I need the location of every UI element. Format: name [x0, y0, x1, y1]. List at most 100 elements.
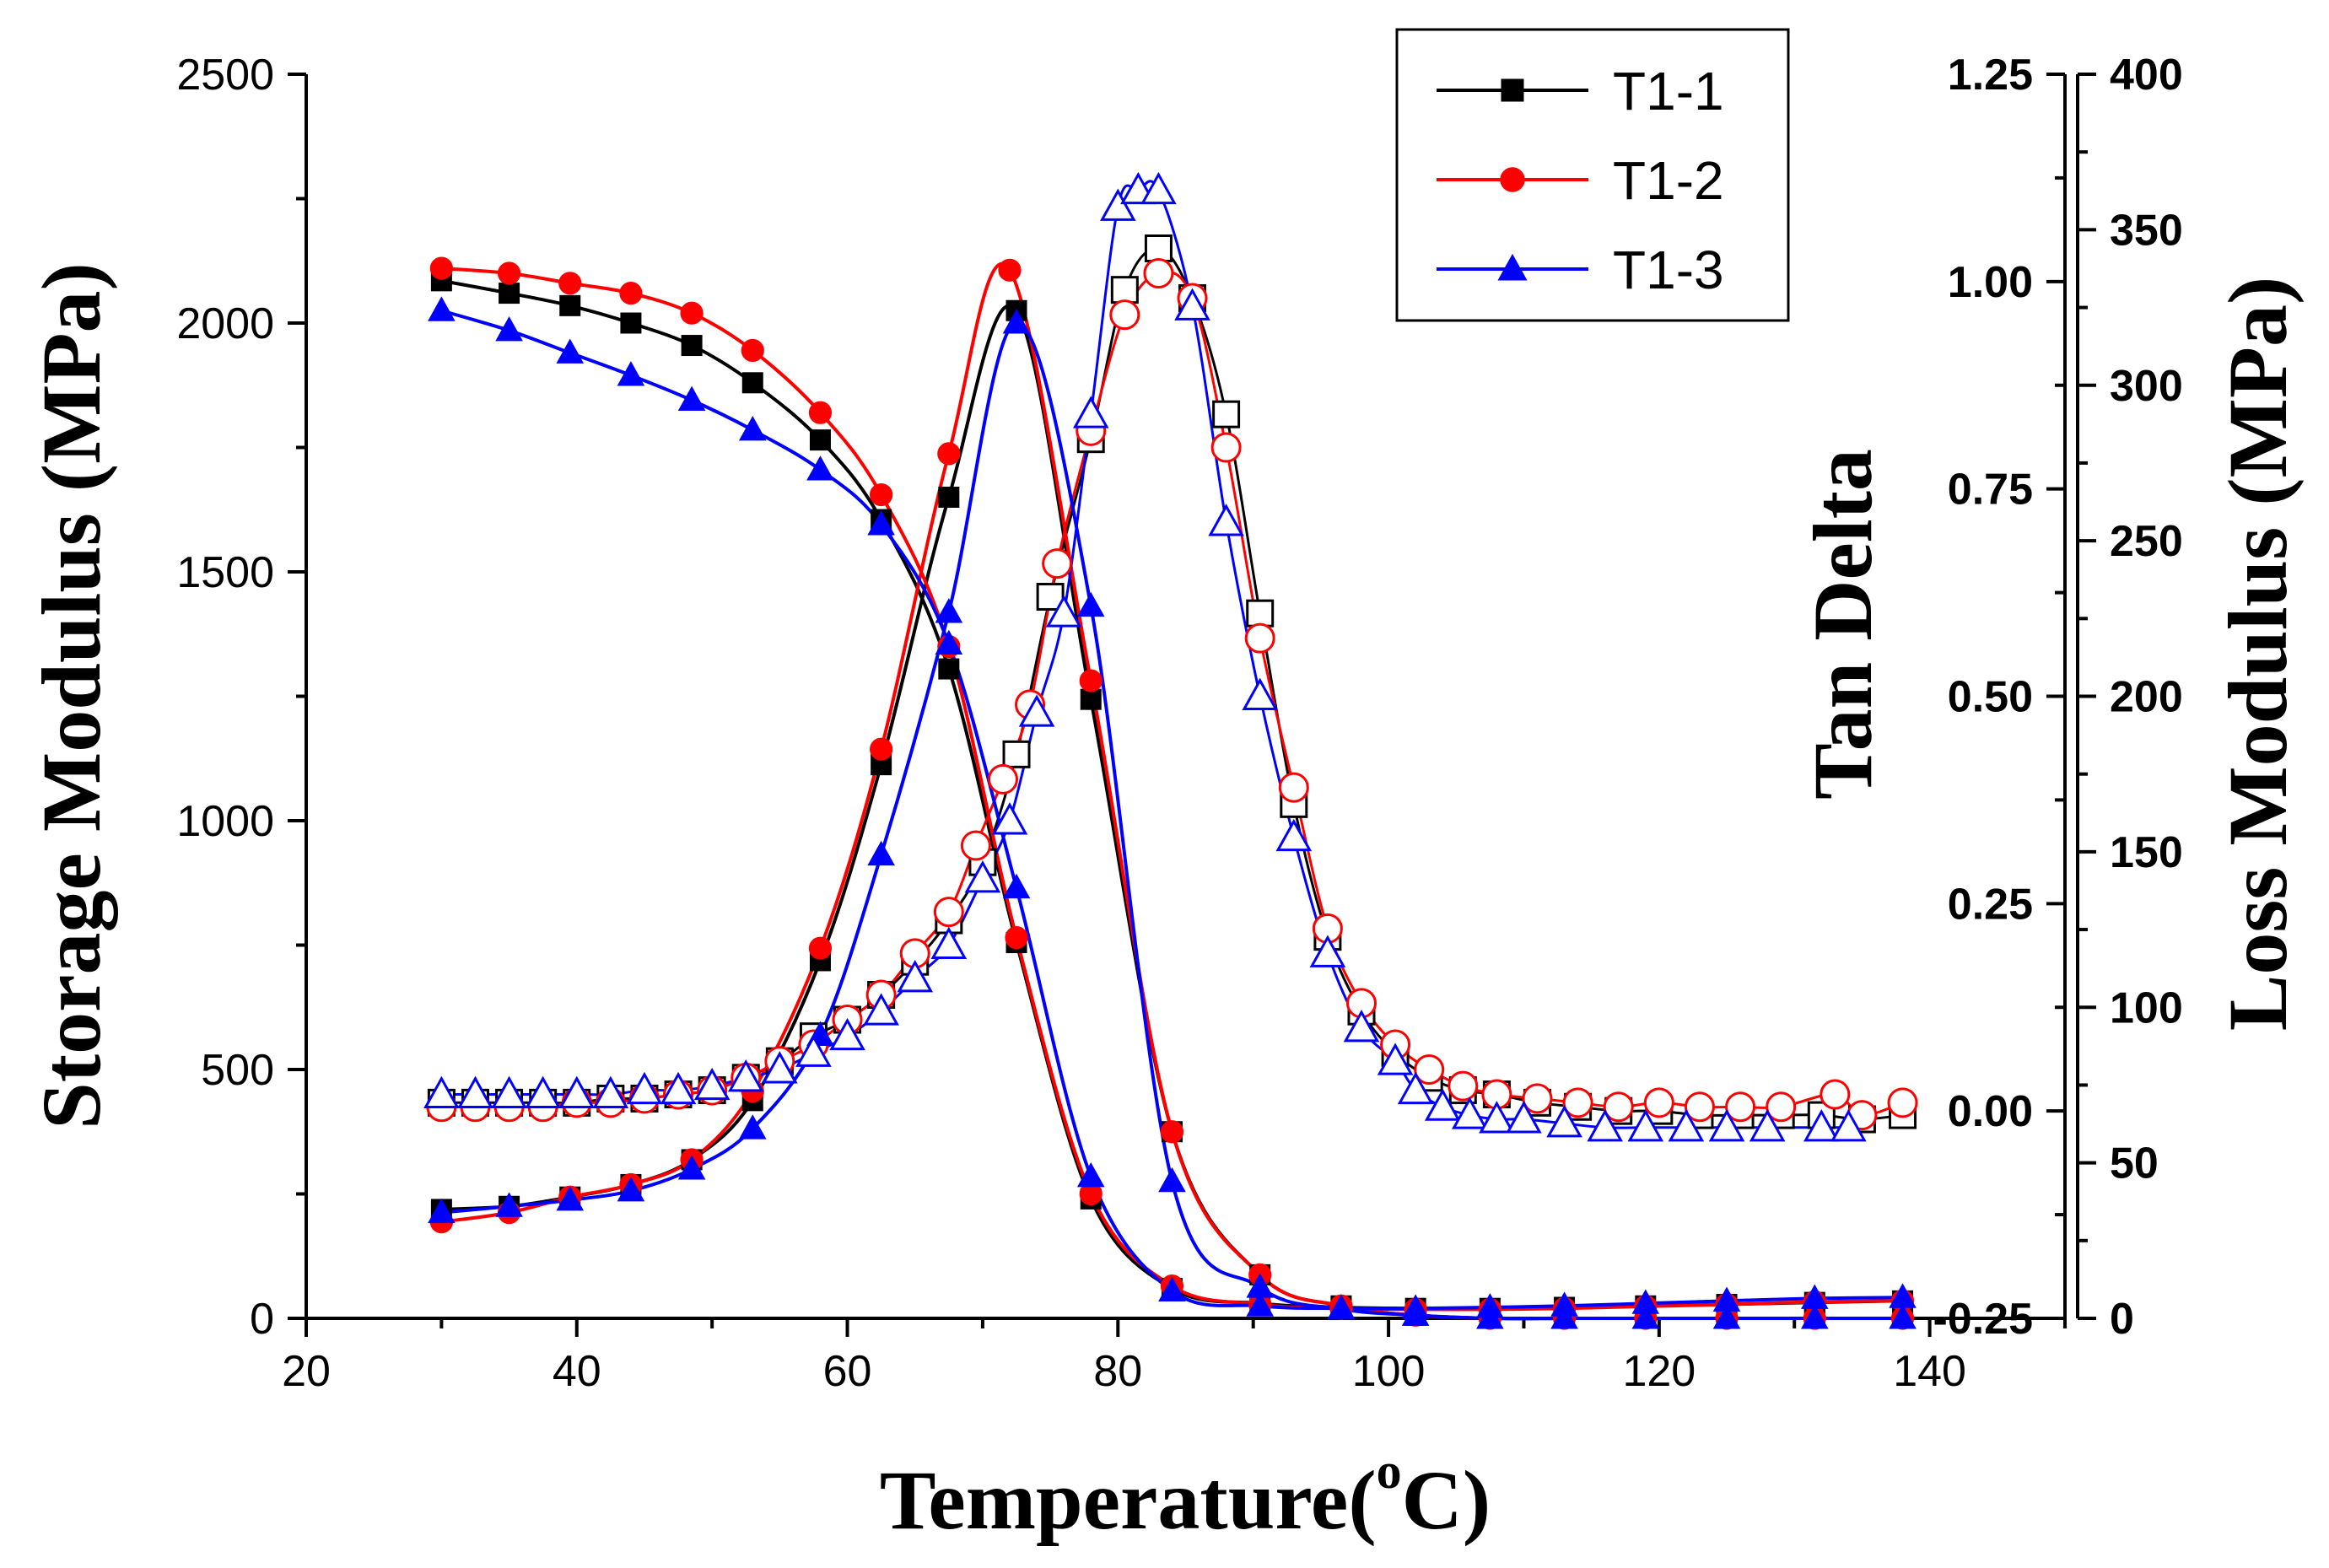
legend: T1-1 T1-2 T1-3	[1395, 28, 1790, 322]
tan-tick-label: -0.25	[1933, 1295, 2033, 1344]
tan-tick-label: 0.25	[1948, 880, 2033, 929]
tan-point-T1-2	[1562, 1087, 1593, 1118]
tan-point-T1-3	[1424, 1088, 1461, 1121]
storage-point-T1-2	[558, 272, 582, 295]
loss-point-T1-3	[1327, 1295, 1356, 1320]
loss-point-T1-3	[556, 1186, 585, 1211]
tan-point-T1-3	[1749, 1108, 1786, 1142]
legend-label-T1-1: T1-1	[1613, 61, 1724, 121]
legend-marker-T1-2	[1500, 167, 1525, 192]
loss-point-T1-3	[1158, 1167, 1186, 1193]
storage-curve-T1-3	[440, 309, 1903, 1311]
x-tick-label: 120	[1622, 1347, 1696, 1396]
loss-point-T1-2	[1079, 669, 1103, 692]
tan-point-T1-2	[933, 897, 964, 928]
tan-point-T1-3	[1174, 288, 1210, 321]
tan-point-T1-3	[491, 1075, 527, 1108]
tan-point-T1-2	[1448, 1070, 1479, 1102]
tan-point-T1-3	[1045, 595, 1082, 628]
loss-point-T1-3	[1401, 1301, 1430, 1326]
tan-point-T1-3	[1140, 171, 1177, 205]
loss-tick-label: 200	[2110, 673, 2183, 722]
tan-curve-T1-3	[441, 180, 1849, 1129]
storage-point-T1-1	[620, 312, 642, 334]
tan-point-T1-3	[795, 1034, 832, 1067]
tan-point-T1-2	[1210, 432, 1242, 463]
x-tick-label: 140	[1893, 1347, 1966, 1396]
storage-tick-label: 2000	[176, 299, 274, 348]
tan-point-T1-2	[987, 763, 1018, 795]
tan-point-T1-3	[592, 1075, 629, 1108]
x-tick-label: 100	[1352, 1347, 1426, 1396]
tan-point-T1-2	[1725, 1091, 1756, 1123]
loss-curve-T1-1	[441, 304, 1903, 1321]
tan-curve-T1-1	[441, 246, 1903, 1121]
storage-point-T1-3	[617, 361, 645, 386]
loss-point-T1-3	[617, 1176, 645, 1202]
tan-point-T1-3	[693, 1067, 731, 1101]
loss-point-T1-3	[495, 1192, 523, 1217]
tan-point-T1-3	[1627, 1108, 1664, 1142]
tan-point-T1-3	[1830, 1108, 1867, 1142]
storage-point-T1-2	[741, 338, 764, 363]
tan-point-T1-1	[1144, 234, 1173, 262]
tan-point-T1-2	[1766, 1091, 1797, 1123]
tan-point-T1-1	[1212, 400, 1241, 428]
storage-point-T1-3	[495, 316, 523, 342]
tan-tick-label: 1.25	[1948, 51, 2033, 100]
tan-point-T1-3	[1668, 1108, 1705, 1142]
storage-point-T1-2	[497, 261, 521, 285]
storage-point-T1-2	[1005, 926, 1028, 950]
legend-box	[1395, 28, 1790, 322]
axis-ticks: 20 40 60 80 100 120 14005001000150020002500-0.…	[176, 51, 2182, 1396]
loss-curve-T1-2	[441, 261, 1903, 1321]
x-tick-label: 80	[1093, 1347, 1142, 1396]
storage-tick-label: 1500	[176, 548, 274, 597]
loss-point-T1-3	[1889, 1304, 1917, 1329]
legend-label-T1-3: T1-3	[1613, 240, 1724, 300]
tan-tick-label: 0.75	[1948, 466, 2033, 515]
loss-tick-label: 150	[2110, 828, 2183, 877]
tan-point-T1-3	[558, 1075, 596, 1108]
tan-point-T1-2	[1244, 622, 1275, 654]
tan-tick-label: 0.50	[1948, 673, 2033, 722]
storage-point-T1-2	[429, 256, 453, 280]
storage-point-T1-2	[808, 401, 833, 424]
loss-point-T1-2	[870, 737, 893, 761]
tan-point-T1-3	[525, 1075, 561, 1108]
tan-point-T1-1	[1002, 740, 1031, 768]
storage-point-T1-1	[499, 283, 520, 304]
loss-point-T1-3	[1712, 1304, 1741, 1329]
tan-point-T1-2	[1887, 1087, 1918, 1118]
storage-curve-T1-1	[441, 278, 1903, 1311]
storage-point-T1-3	[738, 416, 767, 441]
tan-point-T1-3	[1018, 694, 1055, 727]
tan-point-T1-2	[1414, 1054, 1445, 1085]
tan-point-T1-3	[1803, 1108, 1840, 1142]
tan-point-T1-3	[1708, 1108, 1745, 1142]
legend-marker-T1-1	[1501, 78, 1524, 102]
storage-point-T1-3	[677, 385, 706, 411]
tan-point-T1-3	[626, 1071, 663, 1105]
x-tick-label: 60	[823, 1347, 872, 1396]
storage-tick-label: 0	[250, 1295, 274, 1344]
tan-point-T1-3	[1587, 1108, 1623, 1142]
tan-point-T1-2	[1278, 772, 1309, 803]
loss-point-T1-3	[1076, 591, 1105, 617]
tan-point-T1-3	[423, 1075, 460, 1108]
loss-point-T1-3	[1476, 1304, 1504, 1329]
loss-tick-label: 50	[2110, 1140, 2159, 1188]
tan-point-T1-3	[1343, 1009, 1380, 1043]
storage-point-T1-3	[806, 455, 834, 481]
tan-point-T1-2	[960, 830, 991, 861]
tan-point-T1-2	[1684, 1091, 1715, 1123]
tan-point-T1-3	[660, 1071, 697, 1105]
tan-point-T1-3	[762, 1051, 798, 1084]
tan-point-T1-3	[1208, 504, 1244, 536]
tan-point-T1-3	[1506, 1101, 1542, 1134]
tan-point-T1-3	[1479, 1101, 1515, 1134]
tan-point-T1-2	[1643, 1087, 1674, 1118]
legend-items: T1-1 T1-2 T1-3	[1437, 61, 1724, 300]
x-axis-title-sup: o	[1377, 1443, 1402, 1499]
tan-point-T1-3	[863, 993, 899, 1026]
